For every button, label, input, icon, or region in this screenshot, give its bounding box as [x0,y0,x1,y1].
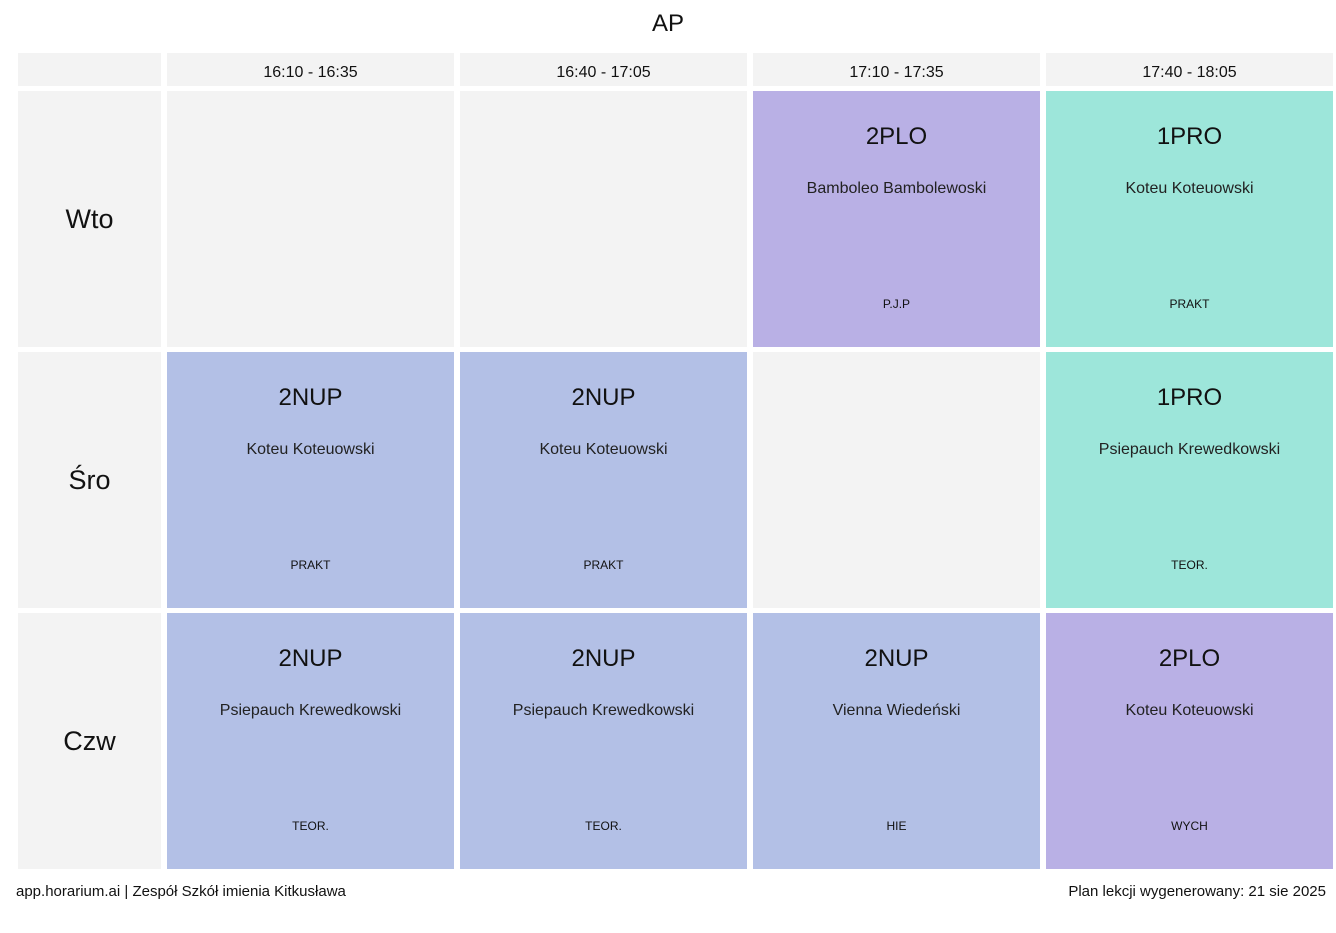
lesson-teacher: Koteu Koteuowski [246,441,375,458]
lesson-teacher: Psiepauch Krewedkowski [512,702,695,719]
corner-cell [18,53,161,86]
footer-generated-date: Plan lekcji wygenerowany: 21 sie 2025 [1068,883,1326,900]
day-label: Czw [18,613,161,869]
time-header: 17:40 - 18:05 [1046,53,1333,86]
lesson-room: PRAKT [583,558,624,572]
empty-slot [753,352,1040,608]
lesson-teacher: Psiepauch Krewedkowski [219,702,402,719]
lesson-teacher: Koteu Koteuowski [539,441,668,458]
lesson-subject: 2NUP [278,384,343,411]
lesson-card[interactable]: 2NUP Psiepauch Krewedkowski TEOR. [460,613,747,869]
lesson-room: TEOR. [1171,558,1208,572]
lesson-room: PRAKT [1169,297,1210,311]
lesson-teacher: Koteu Koteuowski [1125,702,1254,719]
lesson-room: WYCH [1171,819,1208,833]
lesson-teacher: Psiepauch Krewedkowski [1098,441,1281,458]
lesson-subject: 1PRO [1156,384,1223,411]
lesson-room: PRAKT [290,558,331,572]
lesson-card[interactable]: 1PRO Psiepauch Krewedkowski TEOR. [1046,352,1333,608]
lesson-subject: 2NUP [278,645,343,672]
lesson-subject: 2PLO [1158,645,1221,672]
lesson-card[interactable]: 2PLO Koteu Koteuowski WYCH [1046,613,1333,869]
lesson-subject: 1PRO [1156,123,1223,150]
lesson-room: TEOR. [292,819,329,833]
empty-slot [167,91,454,347]
lesson-room: HIE [886,819,907,833]
page-title: AP [651,10,684,37]
lesson-subject: 2PLO [865,123,928,150]
lesson-card[interactable]: 2PLO Bamboleo Bambolewoski P.J.P [753,91,1040,347]
timetable-grid: 16:10 - 16:35 16:40 - 17:05 17:10 - 17:3… [18,53,1333,869]
lesson-card[interactable]: 2NUP Vienna Wiedeński HIE [753,613,1040,869]
lesson-card[interactable]: 2NUP Koteu Koteuowski PRAKT [167,352,454,608]
lesson-subject: 2NUP [571,384,636,411]
lesson-subject: 2NUP [571,645,636,672]
lesson-subject: 2NUP [864,645,929,672]
lesson-teacher: Vienna Wiedeński [832,702,961,719]
time-header: 16:40 - 17:05 [460,53,747,86]
time-header: 16:10 - 16:35 [167,53,454,86]
time-header: 17:10 - 17:35 [753,53,1040,86]
footer-school-info: app.horarium.ai | Zespół Szkół imienia K… [16,883,346,900]
lesson-teacher: Bamboleo Bambolewoski [806,180,987,197]
lesson-room: TEOR. [585,819,622,833]
lesson-card[interactable]: 2NUP Koteu Koteuowski PRAKT [460,352,747,608]
day-label: Wto [18,91,161,347]
lesson-teacher: Koteu Koteuowski [1125,180,1254,197]
day-label: Śro [18,352,161,608]
empty-slot [460,91,747,347]
lesson-card[interactable]: 1PRO Koteu Koteuowski PRAKT [1046,91,1333,347]
lesson-card[interactable]: 2NUP Psiepauch Krewedkowski TEOR. [167,613,454,869]
lesson-room: P.J.P [882,297,911,311]
